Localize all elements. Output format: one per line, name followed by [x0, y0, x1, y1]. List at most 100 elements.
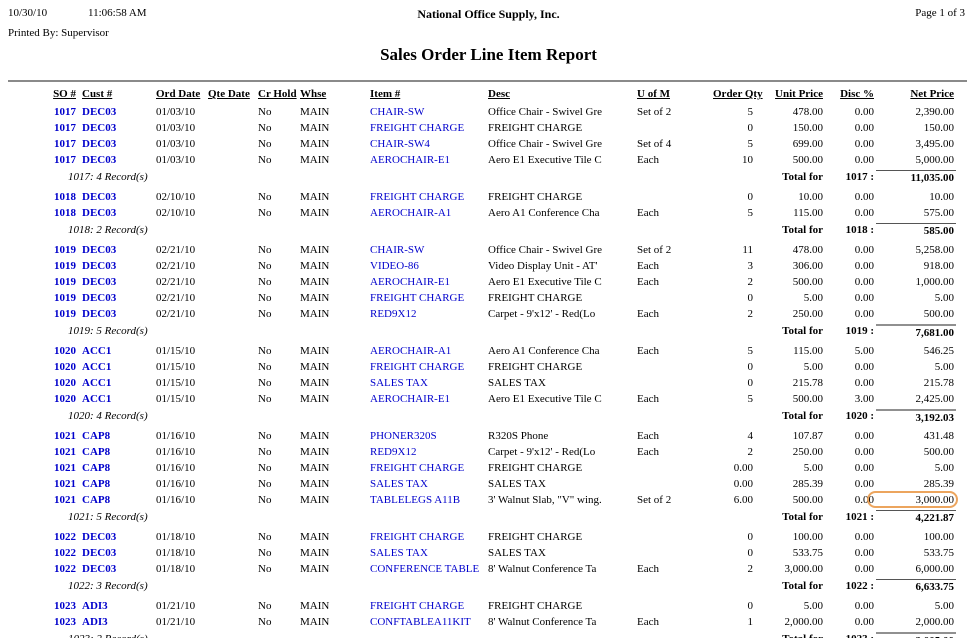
item-number-link[interactable]: SALES TAX	[370, 478, 428, 490]
uofm-cell: Each	[637, 260, 659, 272]
item-number-link[interactable]: FREIGHT CHARGE	[370, 600, 465, 612]
so-number-link[interactable]: 1019	[54, 276, 76, 288]
cust-number-link[interactable]: DEC03	[82, 276, 117, 288]
so-number-link[interactable]: 1019	[54, 308, 76, 320]
item-number-link[interactable]: FREIGHT CHARGE	[370, 361, 465, 373]
cr-hold-cell: No	[258, 494, 272, 506]
net-price-cell: 431.48	[923, 430, 954, 442]
so-number-link[interactable]: 1021	[54, 462, 76, 474]
item-number-link[interactable]: AEROCHAIR-A1	[370, 207, 452, 219]
net-price-cell: 5.00	[934, 361, 954, 373]
item-number-link[interactable]: FREIGHT CHARGE	[370, 462, 465, 474]
so-number-link[interactable]: 1019	[54, 260, 76, 272]
item-number-link[interactable]: VIDEO-86	[370, 260, 419, 272]
so-number-link[interactable]: 1020	[54, 393, 76, 405]
so-number-link[interactable]: 1017	[54, 122, 76, 134]
cust-number-link[interactable]: CAP8	[82, 494, 111, 506]
item-number-link[interactable]: CHAIR-SW	[370, 244, 425, 256]
total-order-number: 1023 :	[825, 632, 876, 638]
total-order-number: 1017 :	[845, 171, 874, 183]
so-number-link[interactable]: 1019	[54, 244, 76, 256]
cust-number-link[interactable]: ACC1	[82, 361, 112, 373]
uofm-cell: Set of 2	[637, 244, 672, 256]
item-number-link[interactable]: AEROCHAIR-E1	[370, 154, 451, 166]
item-number-link[interactable]: CHAIR-SW	[370, 106, 425, 118]
col-header-net-price: Net Price	[910, 88, 954, 100]
order-qty-cell: 0.00	[733, 478, 753, 490]
cust-number-link[interactable]: ADI3	[82, 600, 108, 612]
so-number-link[interactable]: 1018	[54, 191, 76, 203]
cust-number-link[interactable]: DEC03	[82, 106, 117, 118]
cust-number-link[interactable]: CAP8	[82, 430, 111, 442]
so-number-link[interactable]: 1023	[54, 600, 76, 612]
item-number-link[interactable]: FREIGHT CHARGE	[370, 122, 465, 134]
so-number-link[interactable]: 1021	[54, 478, 76, 490]
so-number-link[interactable]: 1022	[54, 531, 76, 543]
group-summary-row: 1018: 2 Record(s) Total for 1018 : 585.0…	[0, 221, 977, 242]
item-number-link[interactable]: CHAIR-SW4	[370, 138, 430, 150]
cust-number-link[interactable]: ACC1	[82, 393, 112, 405]
so-number-link[interactable]: 1017	[54, 138, 76, 150]
so-number-link[interactable]: 1017	[54, 106, 76, 118]
cust-number-link[interactable]: CAP8	[82, 446, 111, 458]
total-order-number: 1022 :	[845, 580, 874, 592]
item-number-link[interactable]: FREIGHT CHARGE	[370, 531, 465, 543]
so-number-link[interactable]: 1021	[54, 494, 76, 506]
table-row: 1020 ACC1 01/15/10 No MAIN FREIGHT CHARG…	[0, 359, 977, 375]
so-number-link[interactable]: 1020	[54, 377, 76, 389]
cust-number-link[interactable]: CAP8	[82, 462, 111, 474]
so-number-link[interactable]: 1017	[54, 154, 76, 166]
so-number-link[interactable]: 1021	[54, 446, 76, 458]
item-number-link[interactable]: TABLELEGS A11B	[370, 494, 461, 506]
cust-number-link[interactable]: DEC03	[82, 260, 117, 272]
so-number-link[interactable]: 1022	[54, 547, 76, 559]
net-price-cell: 10.00	[929, 191, 954, 203]
cust-number-link[interactable]: DEC03	[82, 292, 117, 304]
cust-number-link[interactable]: DEC03	[82, 547, 117, 559]
so-number-link[interactable]: 1021	[54, 430, 76, 442]
so-number-link[interactable]: 1018	[54, 207, 76, 219]
item-number-link[interactable]: CONFTABLEA11KIT	[370, 616, 471, 628]
item-number-link[interactable]: AEROCHAIR-A1	[370, 345, 452, 357]
table-row: 1020 ACC1 01/15/10 No MAIN AEROCHAIR-A1 …	[0, 343, 977, 359]
so-number-link[interactable]: 1020	[54, 345, 76, 357]
cr-hold-cell: No	[258, 292, 272, 304]
item-number-link[interactable]: AEROCHAIR-E1	[370, 393, 451, 405]
cust-number-link[interactable]: DEC03	[82, 191, 117, 203]
cust-number-link[interactable]: DEC03	[82, 207, 117, 219]
so-number-link[interactable]: 1023	[54, 616, 76, 628]
cust-number-link[interactable]: DEC03	[82, 138, 117, 150]
net-price-cell: 3,495.00	[915, 138, 955, 150]
item-number-link[interactable]: SALES TAX	[370, 547, 428, 559]
desc-cell: 3' Walnut Slab, "V" wing.	[488, 494, 602, 506]
item-number-link[interactable]: CONFERENCE TABLE	[370, 563, 480, 575]
cust-number-link[interactable]: ACC1	[82, 345, 112, 357]
so-number-link[interactable]: 1019	[54, 292, 76, 304]
uofm-cell	[633, 359, 713, 375]
cust-number-link[interactable]: ADI3	[82, 616, 108, 628]
col-header-qte-date: Qte Date	[208, 88, 250, 100]
item-number-link[interactable]: RED9X12	[370, 446, 417, 458]
cust-number-link[interactable]: CAP8	[82, 478, 111, 490]
cust-number-link[interactable]: ACC1	[82, 377, 112, 389]
item-number-link[interactable]: FREIGHT CHARGE	[370, 191, 465, 203]
so-number-link[interactable]: 1020	[54, 361, 76, 373]
item-number-link[interactable]: AEROCHAIR-E1	[370, 276, 451, 288]
cust-number-link[interactable]: DEC03	[82, 244, 117, 256]
order-qty-cell: 6.00	[733, 494, 753, 506]
cust-number-link[interactable]: DEC03	[82, 531, 117, 543]
desc-cell: Carpet - 9'x12' - Red(Lo	[488, 308, 596, 320]
cust-number-link[interactable]: DEC03	[82, 308, 117, 320]
so-number-link[interactable]: 1022	[54, 563, 76, 575]
item-number-link[interactable]: FREIGHT CHARGE	[370, 292, 465, 304]
item-number-link[interactable]: SALES TAX	[370, 377, 428, 389]
cust-number-link[interactable]: DEC03	[82, 122, 117, 134]
item-number-link[interactable]: PHONER320S	[370, 430, 437, 442]
group-record-count: 1018: 2 Record(s)	[68, 224, 148, 236]
item-number-link[interactable]: RED9X12	[370, 308, 417, 320]
disc-pct-cell: 0.00	[854, 446, 874, 458]
cust-number-link[interactable]: DEC03	[82, 154, 117, 166]
cust-number-link[interactable]: DEC03	[82, 563, 117, 575]
whse-cell: MAIN	[300, 393, 330, 405]
